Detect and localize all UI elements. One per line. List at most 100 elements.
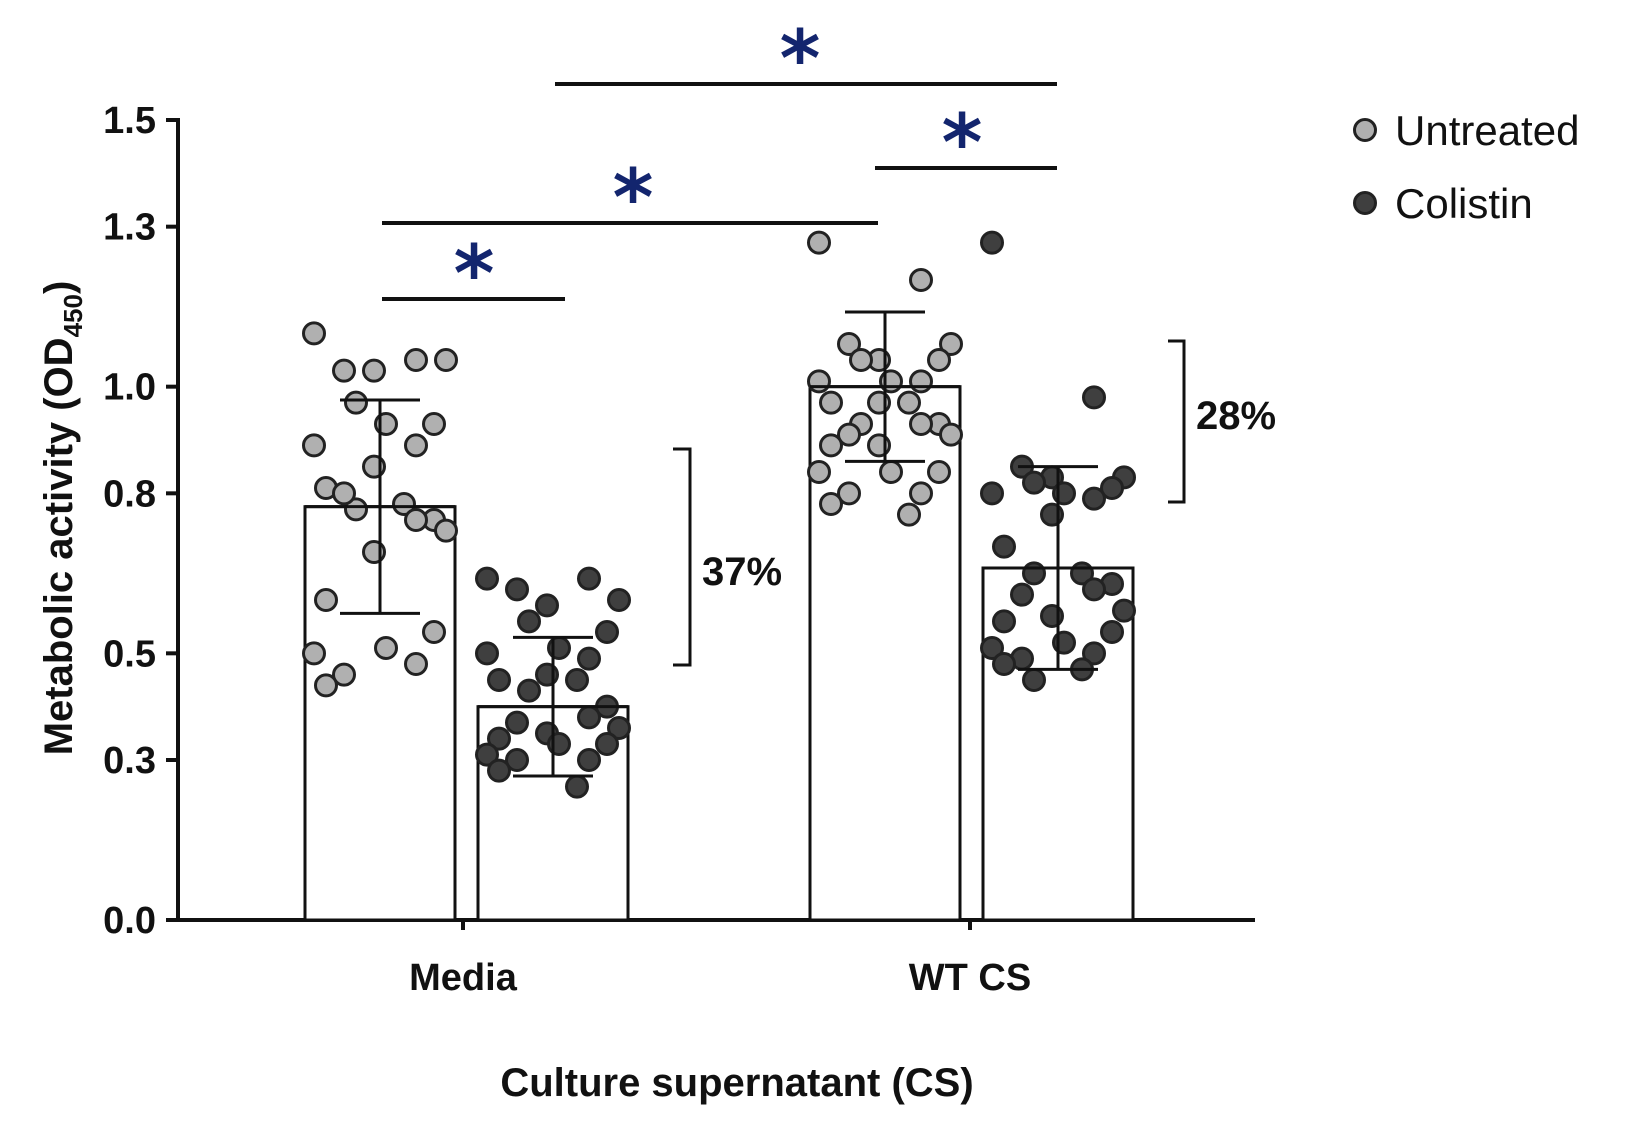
- data-point: [362, 358, 386, 383]
- data-point: [332, 662, 356, 687]
- data-point: [992, 652, 1016, 676]
- data-point: [314, 588, 338, 612]
- data-point: [404, 348, 428, 372]
- data-point: [332, 358, 356, 383]
- data-point: [434, 348, 458, 372]
- data-point: [807, 230, 831, 255]
- y-axis-title-main: Metabolic activity (OD: [37, 337, 81, 755]
- significance-star: *: [613, 154, 654, 244]
- data-point: [505, 710, 529, 735]
- y-axis-title: Metabolic activity (OD450): [37, 281, 88, 756]
- data-point: [487, 726, 511, 751]
- data-point: [595, 732, 619, 756]
- data-point: [422, 412, 446, 436]
- data-point: [837, 332, 861, 356]
- data-point: [819, 492, 843, 516]
- data-point: [1022, 668, 1046, 692]
- data-point: [1022, 561, 1046, 586]
- data-point: [992, 534, 1016, 559]
- data-point: [849, 348, 873, 372]
- data-point: [517, 609, 541, 634]
- data-point: [1112, 598, 1136, 623]
- data-point: [807, 369, 831, 394]
- data-point: [1082, 577, 1106, 602]
- x-tick-label: Media: [409, 957, 518, 999]
- data-point: [909, 412, 933, 436]
- data-point: [939, 332, 963, 356]
- data-point: [577, 566, 601, 591]
- data-point: [939, 422, 963, 447]
- error-bars: [305, 310, 1133, 778]
- data-point: [344, 497, 368, 522]
- legend-marker: [1353, 191, 1377, 215]
- data-point: [980, 481, 1004, 506]
- data-point: [535, 593, 559, 618]
- x-axis-title: Culture supernatant (CS): [500, 1061, 973, 1105]
- data-point: [487, 758, 511, 783]
- legend: Untreated Colistin: [1353, 107, 1579, 227]
- data-point: [1100, 476, 1124, 500]
- data-point: [927, 348, 951, 372]
- category-labels: Media WT CS: [409, 957, 1031, 999]
- data-point: [487, 668, 511, 692]
- data-point: [565, 774, 589, 799]
- data-point: [909, 481, 933, 506]
- data-point: [819, 390, 843, 415]
- y-tick-label: 1.0: [103, 367, 156, 409]
- data-point: [577, 748, 601, 772]
- data-point: [607, 588, 631, 612]
- data-point: [595, 620, 619, 644]
- significance-star: *: [942, 99, 983, 189]
- data-point: [314, 673, 338, 698]
- data-point: [565, 668, 589, 692]
- reduction-label: 28%: [1196, 394, 1276, 438]
- y-tick-label: 1.3: [103, 207, 156, 249]
- data-point: [392, 492, 416, 516]
- significance-star: *: [780, 15, 821, 105]
- data-point: [332, 481, 356, 506]
- data-point: [475, 641, 499, 666]
- legend-label: Untreated: [1395, 107, 1579, 154]
- data-point: [302, 641, 326, 666]
- legend-label: Colistin: [1395, 180, 1533, 227]
- data-point: [404, 652, 428, 676]
- y-tick-label: 0.3: [103, 740, 156, 782]
- data-point: [807, 460, 831, 484]
- data-point: [909, 369, 933, 394]
- y-ticks: 0.0 0.3 0.5 0.8 1.0 1.3 1.5: [103, 100, 178, 942]
- x-category-ticks: [461, 920, 972, 930]
- data-point: [927, 460, 951, 484]
- data-point: [475, 742, 499, 767]
- data-point: [517, 678, 541, 703]
- data-point: [302, 321, 326, 346]
- data-point: [607, 716, 631, 740]
- data-point: [1022, 470, 1046, 495]
- data-point: [577, 646, 601, 671]
- data-point: [302, 433, 326, 458]
- y-tick-label: 0.0: [103, 900, 156, 942]
- data-point: [1082, 486, 1106, 511]
- data-point: [505, 577, 529, 602]
- data-point: [434, 518, 458, 543]
- data-point: [879, 460, 903, 484]
- x-tick-label: WT CS: [909, 957, 1031, 999]
- data-point: [404, 433, 428, 458]
- data-point: [1010, 582, 1034, 607]
- axes: 0.0 0.3 0.5 0.8 1.0 1.3 1.5: [103, 100, 1255, 942]
- y-tick-label: 1.5: [103, 100, 156, 142]
- significance-annotations: * * * *: [382, 15, 1057, 320]
- y-axis-title-subscript: 450: [58, 294, 88, 337]
- data-point: [505, 748, 529, 772]
- data-point: [475, 566, 499, 591]
- y-tick-label: 0.8: [103, 473, 156, 515]
- data-point: [1082, 385, 1106, 410]
- legend-marker: [1353, 118, 1377, 142]
- y-tick-label: 0.5: [103, 633, 156, 675]
- data-point: [1082, 641, 1106, 666]
- data-point: [992, 609, 1016, 634]
- data-point: [837, 481, 861, 506]
- y-axis-title-close: ): [37, 281, 81, 294]
- data-point: [344, 390, 368, 415]
- data-point: [897, 390, 921, 415]
